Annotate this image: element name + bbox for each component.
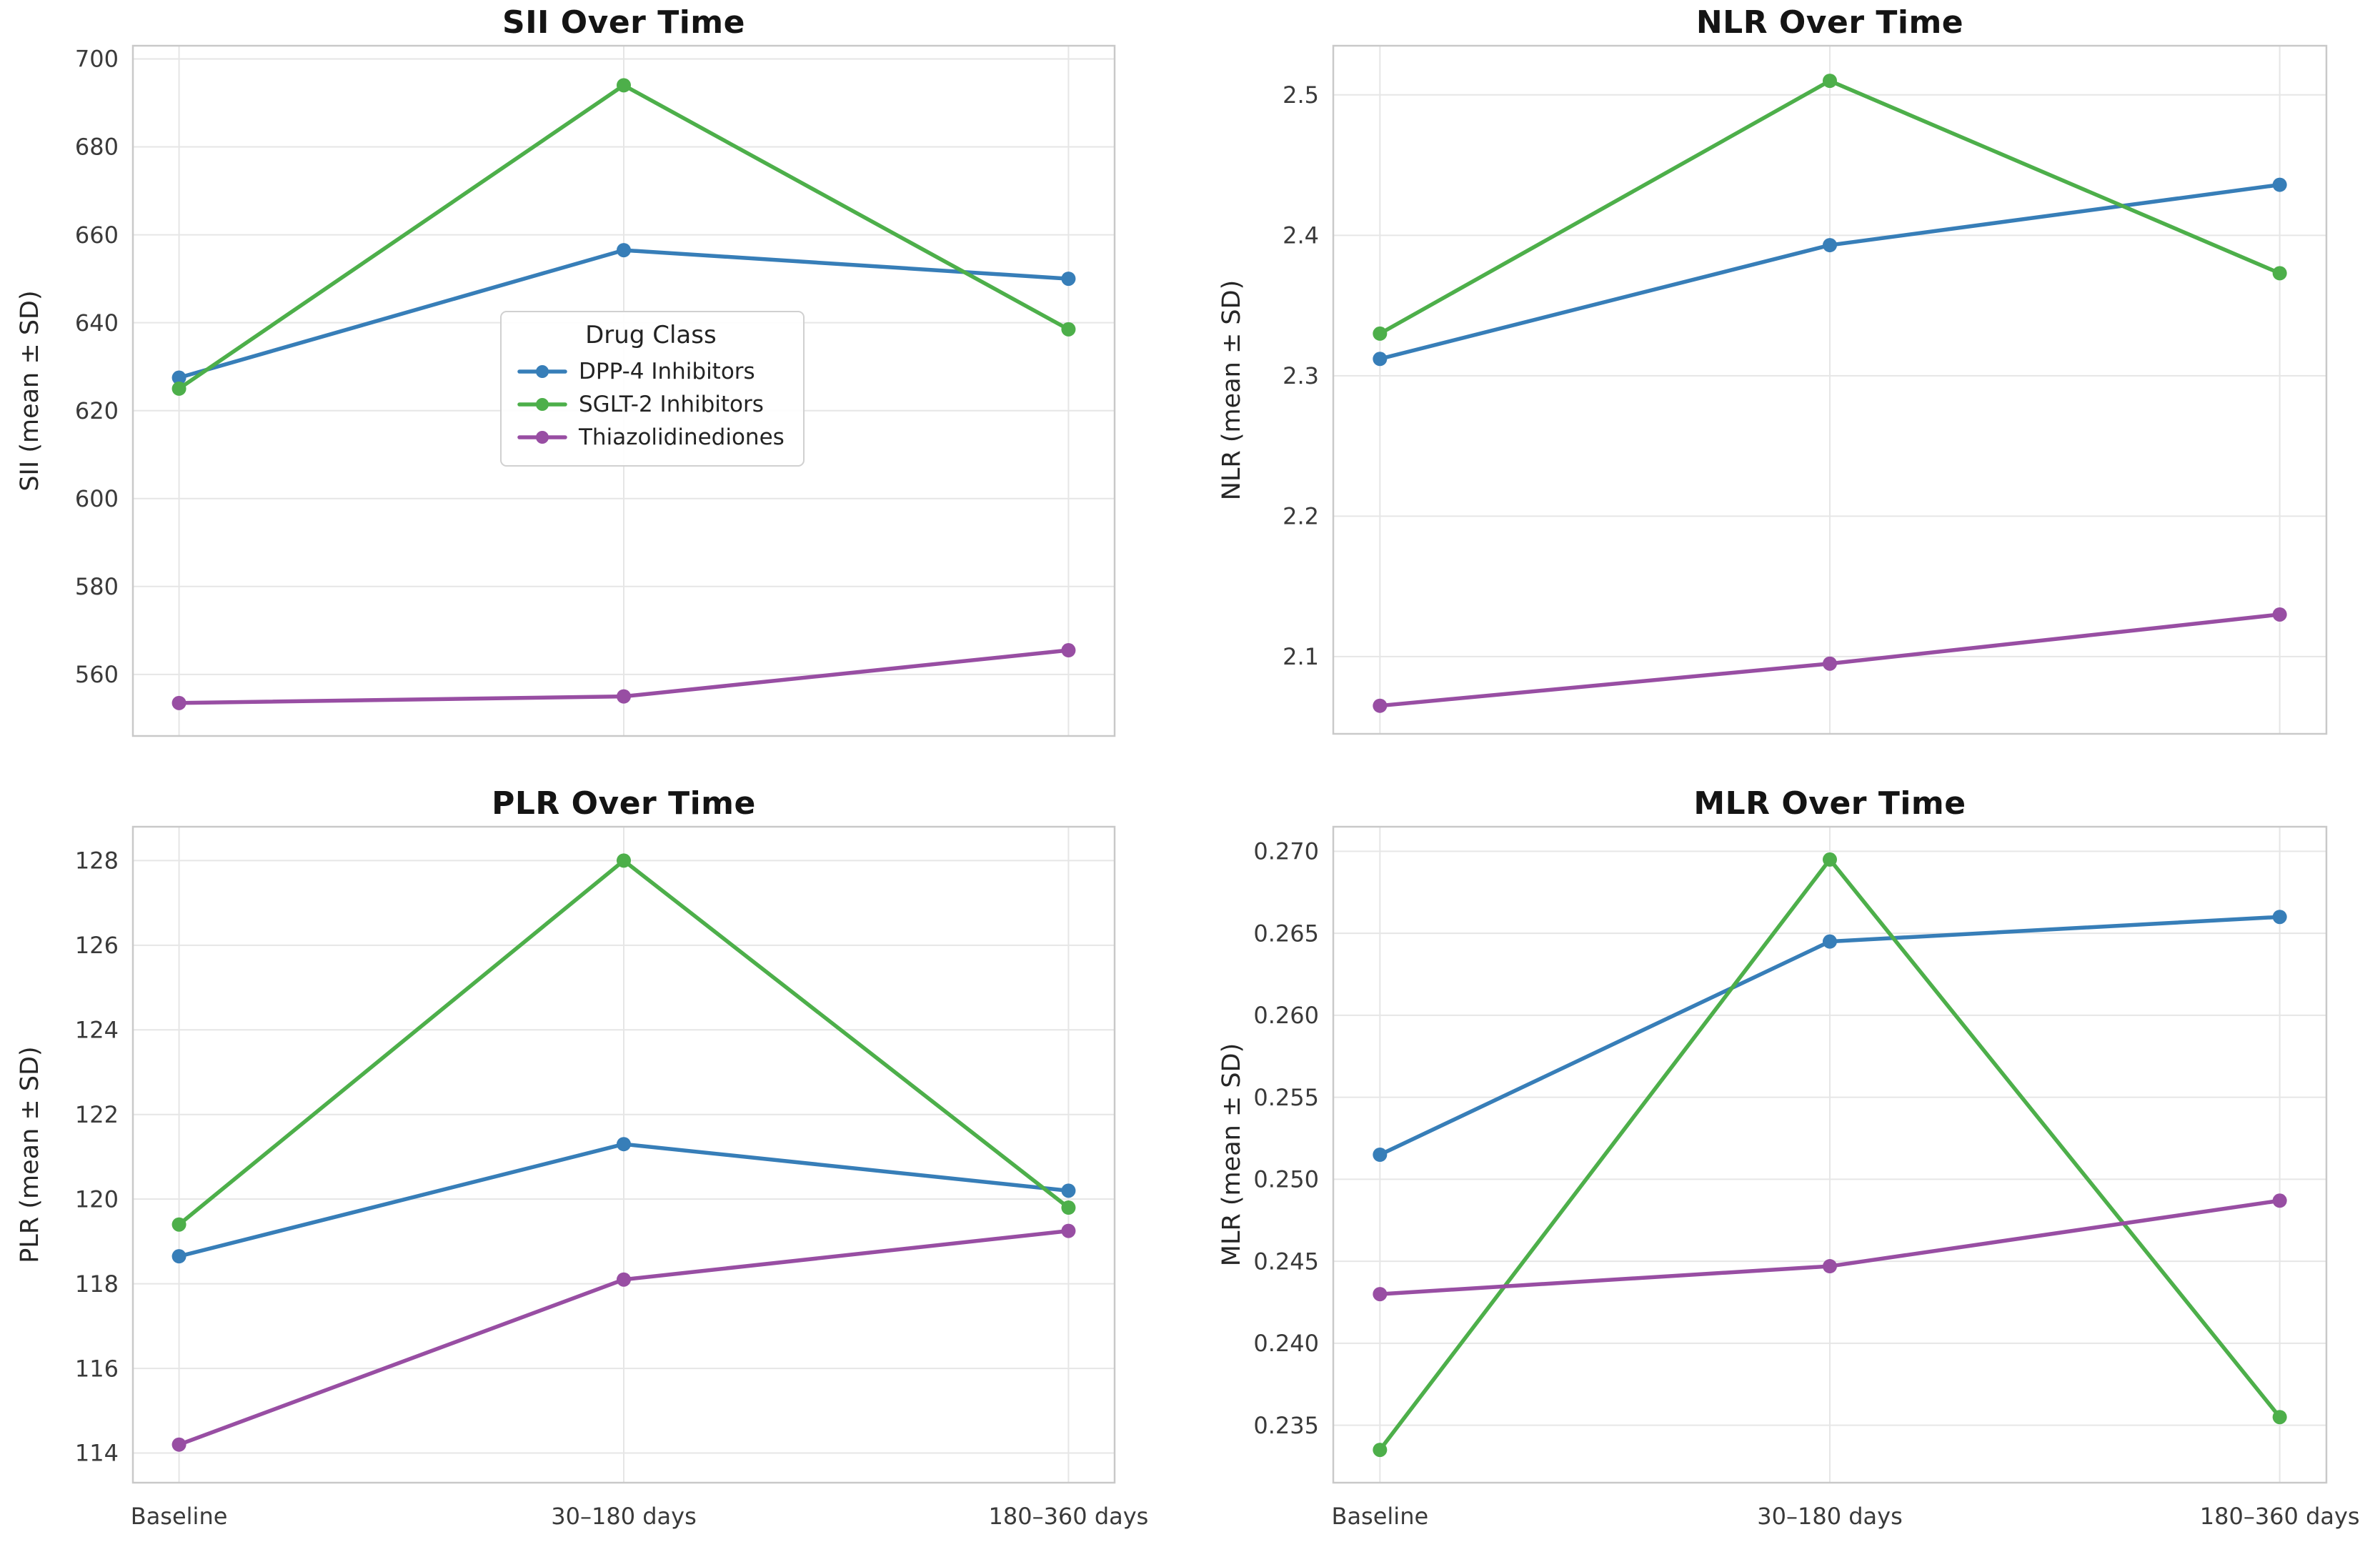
nlr-plot-area: 2.1 2.2 2.3 2.4 2.5 [1283,44,2328,735]
legend-item: Thiazolidinediones [517,421,785,454]
x-tick-label: Baseline [1331,1503,1428,1530]
legend-title: Drug Class [585,321,717,349]
data-point-marker [1823,852,1837,867]
data-point-marker [1061,272,1076,287]
x-tick-label: 30–180 days [551,1503,697,1530]
y-tick-label: 118 [75,1270,119,1298]
mlr-plot-area: 0.235 0.240 0.245 0.250 0.255 0.260 0.265 0.270… [1253,825,2360,1530]
x-tick-label: 30–180 days [1757,1503,1903,1530]
data-point-marker [617,243,631,258]
y-tick-label: 580 [75,573,119,600]
y-tick-label: 600 [75,485,119,512]
y-tick-label: 0.240 [1253,1330,1319,1357]
data-point-marker [1061,643,1076,658]
data-point-marker [617,689,631,704]
plot-border [131,44,1116,737]
legend-item-label: DPP-4 Inhibitors [579,359,755,384]
subplot-plr: PLR Over Time PLR (mean ± SD) 114 116 118 1… [0,781,1190,1562]
y-tick-label: 116 [75,1355,119,1382]
data-point-marker [2272,1410,2287,1425]
data-point-marker [1373,1148,1388,1162]
y-tick-label: 700 [75,46,119,73]
data-point-marker [617,853,631,868]
chart-title-mlr: MLR Over Time [1693,785,1966,822]
data-point-marker [171,1217,186,1232]
data-point-marker [1373,698,1388,713]
y-tick-label: 126 [75,932,119,959]
legend-line-marker-icon [517,365,567,378]
data-point-marker [2272,910,2287,925]
legend-items: DPP-4 Inhibitors SGLT-2 Inhibitors Thiazol… [517,355,785,454]
y-tick-label: 2.2 [1283,503,1319,530]
y-tick-label: 124 [75,1016,119,1043]
y-tick-label: 120 [75,1185,119,1213]
chart-title-sii: SII Over Time [502,4,745,41]
y-tick-label: 560 [75,661,119,688]
y-tick-label: 2.5 [1283,81,1319,109]
data-point-marker [617,78,631,93]
y-tick-label: 0.255 [1253,1084,1319,1111]
legend-item: DPP-4 Inhibitors [517,355,785,388]
chart-title-plr: PLR Over Time [492,785,756,822]
data-point-marker [1061,1183,1076,1198]
x-tick-label: 180–360 days [988,1503,1148,1530]
y-tick-label: 114 [75,1440,119,1467]
y-tick-label: 680 [75,134,119,161]
data-point-marker [1373,352,1388,367]
y-tick-label: 640 [75,309,119,337]
y-tick-label: 0.260 [1253,1002,1319,1029]
subplot-nlr: NLR Over Time NLR (mean ± SD) 2.1 2.2 2.3 2… [1190,0,2380,781]
y-tick-label: 2.1 [1283,643,1319,670]
x-tick-label: 180–360 days [2200,1503,2360,1530]
data-point-marker [171,1249,186,1264]
data-point-marker [2272,266,2287,281]
y-tick-label: 122 [75,1101,119,1128]
data-point-marker [1823,656,1837,671]
data-point-marker [1061,322,1076,337]
y-tick-label: 620 [75,397,119,424]
data-point-marker [1823,238,1837,253]
data-point-marker [171,695,186,710]
y-tick-label: 128 [75,847,119,875]
y-tick-label: 0.245 [1253,1248,1319,1275]
data-point-marker [1823,934,1837,949]
y-tick-label: 2.4 [1283,222,1319,249]
plot-border [131,825,1116,1484]
data-point-marker [2272,177,2287,192]
data-point-marker [171,381,186,396]
data-point-marker [1823,1259,1837,1274]
subplot-sii: SII Over Time SII (mean ± SD) 560 580 600 6… [0,0,1190,781]
legend-item-label: SGLT-2 Inhibitors [579,392,764,417]
y-tick-label: 0.265 [1253,920,1319,947]
data-point-marker [617,1137,631,1152]
data-point-marker [1823,74,1837,89]
plot-border [1332,44,2328,735]
chart-title-nlr: NLR Over Time [1696,4,1964,41]
legend-item: SGLT-2 Inhibitors [517,388,785,421]
data-point-marker [2272,1193,2287,1208]
y-tick-label: 0.270 [1253,838,1319,865]
legend-item-label: Thiazolidinediones [579,424,785,450]
y-tick-label: 0.250 [1253,1166,1319,1193]
data-point-marker [1373,326,1388,341]
data-point-marker [617,1272,631,1287]
plot-border [1332,825,2328,1484]
legend: Drug Class DPP-4 Inhibitors SGLT-2 Inhibi… [500,311,805,467]
y-tick-label: 2.3 [1283,362,1319,389]
legend-line-marker-icon [517,431,567,444]
legend-line-marker-icon [517,398,567,411]
data-point-marker [171,370,186,385]
x-tick-label: Baseline [131,1503,228,1530]
data-point-marker [1373,1287,1388,1302]
subplot-mlr: MLR Over Time MLR (mean ± SD) 0.235 0.240… [1190,781,2380,1562]
data-point-marker [2272,607,2287,622]
data-point-marker [1061,1200,1076,1215]
plr-plot-area: 114 116 118 120 122 124 126 128 Baseline 30–180 d… [75,825,1148,1530]
data-point-marker [1061,1223,1076,1238]
data-point-marker [1373,1443,1388,1458]
y-tick-label: 0.235 [1253,1412,1319,1439]
data-point-marker [171,1437,186,1452]
y-tick-label: 660 [75,222,119,249]
